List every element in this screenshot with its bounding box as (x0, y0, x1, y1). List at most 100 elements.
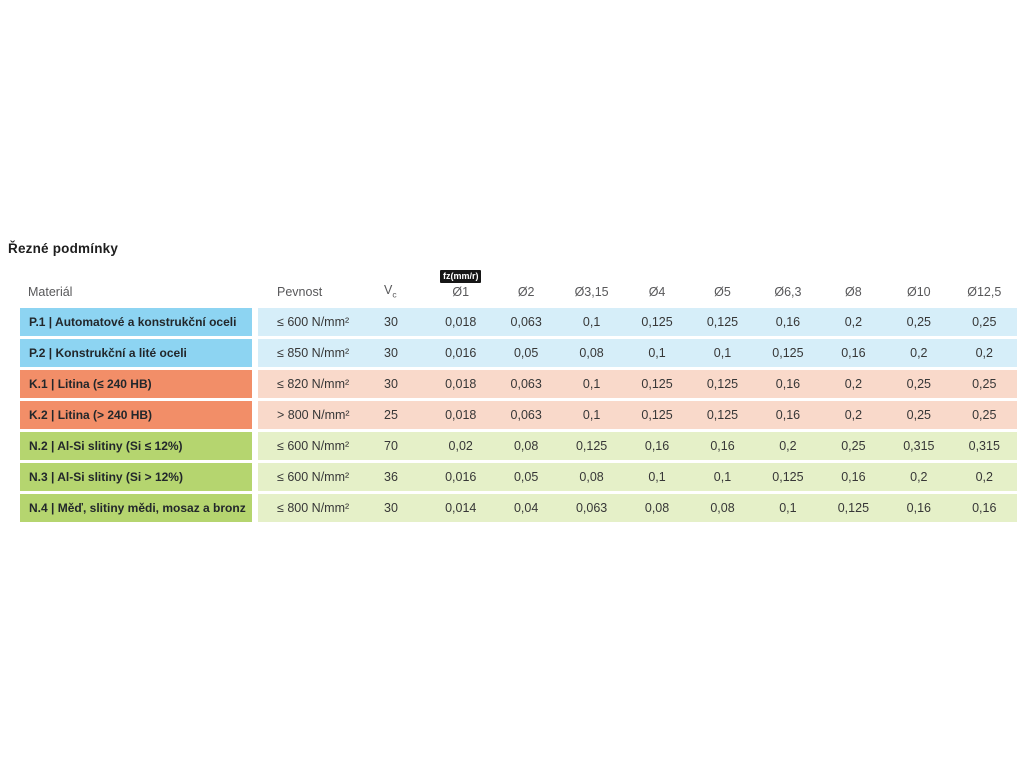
diameter-label: Ø3,15 (574, 285, 609, 299)
value-cell: 0,2 (975, 470, 993, 484)
value-cell: 0,08 (710, 501, 735, 515)
column-header-diameter: Ø8 (821, 285, 886, 306)
vc-cell: 30 (384, 501, 398, 515)
value-cell: 0,014 (445, 501, 477, 515)
value-cell: 0,16 (644, 439, 670, 453)
value-cell: 0,05 (513, 470, 539, 484)
row-data-strip: ≤ 820 N/mm² 30 0,018 0,063 0,1 0,125 0,125 0,… (258, 370, 1017, 398)
diameter-label: Ø6,3 (774, 285, 802, 299)
value-cell: 0,25 (972, 377, 997, 391)
diameter-label: Ø2 (517, 285, 535, 299)
value-cell: 0,018 (445, 408, 477, 422)
value-cell: 0,315 (903, 439, 935, 453)
vc-subscript: c (392, 289, 397, 299)
value-cell: 0,04 (513, 501, 539, 515)
value-cell: 0,16 (775, 377, 801, 391)
pevnost-cell: ≤ 800 N/mm² (277, 501, 350, 515)
row-data-strip: ≤ 850 N/mm² 30 0,016 0,05 0,08 0,1 0,1 0,125 0… (258, 339, 1017, 367)
value-cell: 0,125 (837, 501, 870, 515)
diameter-label: Ø5 (714, 285, 731, 299)
pevnost-cell: ≤ 600 N/mm² (277, 470, 350, 484)
value-cell: 0,2 (844, 408, 863, 422)
value-cell: 0,25 (906, 408, 931, 422)
value-cell: 0,2 (779, 439, 797, 453)
value-cell: 0,125 (641, 408, 673, 422)
table-row: P.1 | Automatové a konstrukční oceli ≤ 6… (20, 308, 1017, 336)
value-cell: 0,063 (510, 315, 542, 329)
vc-label: V (384, 282, 393, 297)
value-cell: 0,25 (841, 439, 866, 453)
value-cell: 0,125 (772, 346, 804, 360)
value-cell: 0,125 (706, 408, 739, 422)
value-cell: 0,02 (448, 439, 473, 453)
material-cell: N.4 | Měď, slitiny mědi, mosaz a bronz (20, 494, 252, 522)
value-cell: 0,08 (579, 470, 604, 484)
diameter-label: Ø12,5 (967, 285, 1002, 299)
table-row: K.2 | Litina (> 240 HB) > 800 N/mm² 25 0… (20, 401, 1017, 429)
row-data-strip: ≤ 800 N/mm² 30 0,014 0,04 0,063 0,08 0,08 0,1… (258, 494, 1017, 522)
value-cell: 0,2 (975, 346, 993, 360)
value-cell: 0,25 (972, 408, 997, 422)
value-cell: 0,25 (906, 377, 931, 391)
pevnost-cell: ≤ 600 N/mm² (277, 439, 350, 453)
column-header-diameter: Ø6,3 (755, 285, 820, 306)
diameter-label: Ø10 (907, 285, 931, 299)
column-header-pevnost: Pevnost (277, 285, 323, 299)
header-strip: Pevnost Vc fz(mm/r) Ø1 Ø2 Ø3,15 Ø4 Ø5 Ø6,3 Ø8 Ø1… (258, 262, 1017, 306)
value-cell: 0,063 (575, 501, 608, 515)
value-cell: 0,2 (910, 346, 928, 360)
value-cell: 0,125 (641, 315, 673, 329)
value-cell: 0,16 (775, 315, 801, 329)
value-cell: 0,16 (972, 501, 997, 515)
value-cell: 0,1 (713, 346, 732, 360)
value-cell: 0,125 (575, 439, 608, 453)
pevnost-cell: ≤ 600 N/mm² (277, 315, 350, 329)
value-cell: 0,125 (706, 315, 739, 329)
value-cell: 0,2 (844, 315, 863, 329)
value-cell: 0,16 (841, 346, 866, 360)
vc-cell: 25 (384, 408, 398, 422)
material-cell: N.3 | Al-Si slitiny (Si > 12%) (20, 463, 252, 491)
material-cell: K.2 | Litina (> 240 HB) (20, 401, 252, 429)
value-cell: 0,1 (713, 470, 732, 484)
value-cell: 0,08 (644, 501, 670, 515)
column-header-material: Materiál (28, 285, 73, 299)
value-cell: 0,25 (906, 315, 931, 329)
fz-unit-badge: fz(mm/r) (439, 270, 482, 283)
column-header-diameter: Ø10 (886, 285, 951, 306)
material-cell: P.2 | Konstrukční a lité oceli (20, 339, 252, 367)
value-cell: 0,1 (779, 501, 797, 515)
column-header-diameter: Ø12,5 (952, 285, 1017, 306)
row-data-strip: ≤ 600 N/mm² 30 0,018 0,063 0,1 0,125 0,125 0,… (258, 308, 1017, 336)
page-title: Řezné podmínky (8, 241, 119, 256)
value-cell: 0,125 (706, 377, 739, 391)
column-header-diameter: fz(mm/r) Ø1 (428, 270, 493, 306)
value-cell: 0,016 (445, 346, 477, 360)
value-cell: 0,018 (445, 377, 477, 391)
value-cell: 0,2 (910, 470, 928, 484)
pevnost-cell: ≤ 820 N/mm² (277, 377, 350, 391)
value-cell: 0,125 (641, 377, 673, 391)
material-cell: K.1 | Litina (≤ 240 HB) (20, 370, 252, 398)
row-data-strip: > 800 N/mm² 25 0,018 0,063 0,1 0,125 0,125 0,… (258, 401, 1017, 429)
diameter-label: Ø4 (648, 285, 666, 299)
value-cell: 0,16 (775, 408, 801, 422)
diameter-label: Ø1 (452, 285, 470, 299)
value-cell: 0,16 (841, 470, 866, 484)
value-cell: 0,25 (972, 315, 997, 329)
table-row: N.2 | Al-Si slitiny (Si ≤ 12%) ≤ 600 N/m… (20, 432, 1017, 460)
value-cell: 0,1 (648, 346, 666, 360)
value-cell: 0,2 (844, 377, 863, 391)
value-cell: 0,16 (710, 439, 735, 453)
value-cell: 0,1 (582, 377, 601, 391)
pevnost-cell: ≤ 850 N/mm² (277, 346, 350, 360)
table-row: P.2 | Konstrukční a lité oceli ≤ 850 N/m… (20, 339, 1017, 367)
row-data-strip: ≤ 600 N/mm² 36 0,016 0,05 0,08 0,1 0,1 0,125 0… (258, 463, 1017, 491)
value-cell: 0,1 (648, 470, 666, 484)
vc-cell: 30 (384, 377, 398, 391)
vc-cell: 70 (384, 439, 398, 453)
pevnost-cell: > 800 N/mm² (277, 408, 350, 422)
column-header-diameter: Ø2 (493, 285, 558, 306)
column-header-diameter: Ø5 (690, 285, 755, 306)
value-cell: 0,018 (445, 315, 477, 329)
